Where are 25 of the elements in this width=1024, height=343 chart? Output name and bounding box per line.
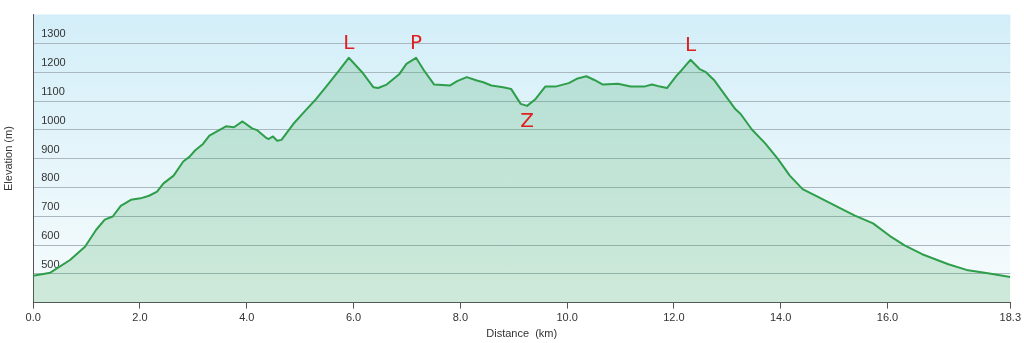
y-tick-label: 1100	[41, 85, 65, 98]
y-tick-label: 800	[41, 171, 60, 184]
x-tick-label: 8.0	[452, 311, 468, 324]
y-tick-label: 1300	[41, 27, 66, 40]
annotation: P	[410, 30, 423, 54]
y-tick-label: 1000	[41, 113, 66, 126]
x-tick-label: 12.0	[663, 311, 685, 324]
x-tick-label: 14.0	[769, 311, 792, 324]
annotation: L	[684, 32, 697, 57]
y-tick-label: 500	[41, 257, 60, 270]
y-tick-label: 900	[41, 142, 60, 155]
x-tick-label: 4.0	[239, 311, 255, 324]
x-tick-label: 6.0	[345, 311, 362, 324]
x-tick-label: 18.3	[999, 311, 1022, 324]
y-axis-title: Elevation (m)	[1, 126, 14, 191]
x-tick-label: 10.0	[556, 311, 578, 324]
x-tick-label: 2.0	[132, 311, 148, 324]
annotation: L	[343, 30, 356, 54]
annotation: Z	[520, 108, 534, 133]
y-tick-label: 1200	[41, 56, 66, 69]
x-tick-label: 0.0	[25, 311, 41, 324]
y-tick-label: 600	[41, 229, 60, 242]
x-axis-title: Distance (km)	[486, 327, 558, 340]
y-tick-label: 700	[41, 200, 60, 213]
x-tick-label: 16.0	[876, 311, 899, 324]
